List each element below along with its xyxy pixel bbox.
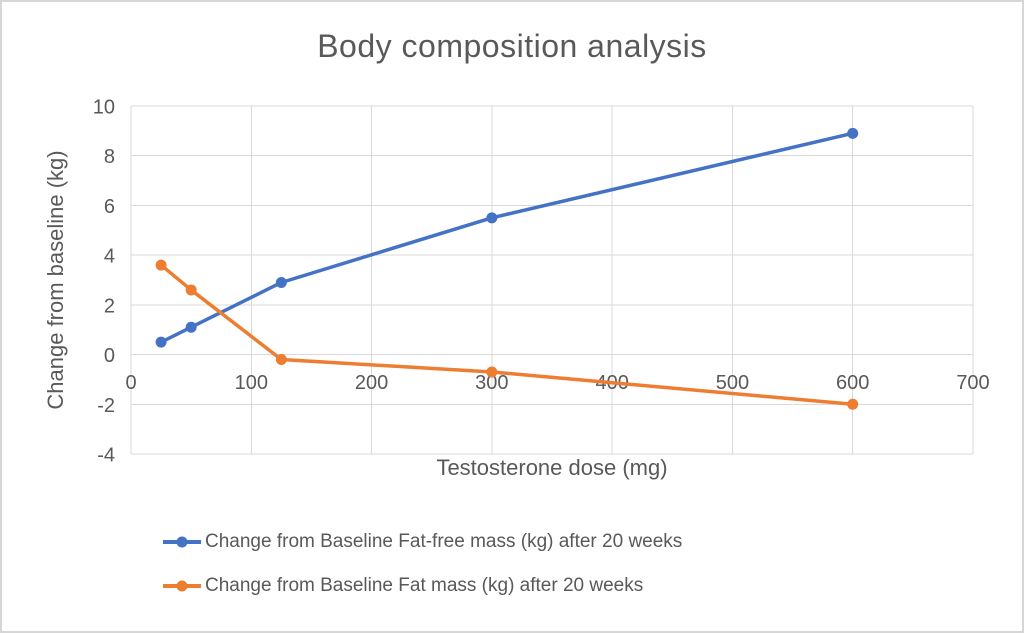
x-axis-title: Testosterone dose (mg) [436,455,668,480]
legend-item: Change from Baseline Fat-free mass (kg) … [162,530,682,554]
legend-line-marker-icon [163,580,201,592]
legend-line-marker-icon [163,536,201,548]
x-tick-label: 100 [235,372,268,394]
y-tick-label: 2 [104,295,115,317]
data-point-marker [155,259,167,271]
y-tick-label: 6 [104,196,115,218]
data-point-marker [486,212,498,224]
data-point-marker [486,366,498,378]
y-tick-label: 8 [104,146,115,168]
x-tick-label: 200 [355,372,388,394]
x-tick-label: 700 [956,372,989,394]
y-axis-title: Change from baseline (kg) [43,150,68,410]
legend-label: Change from Baseline Fat-free mass (kg) … [205,531,683,552]
data-point-marker [847,398,859,410]
data-point-marker [155,336,167,348]
x-tick-label: 0 [125,372,136,394]
y-tick-label: -2 [97,395,115,417]
y-tick-label: 0 [104,345,115,367]
legend: Change from Baseline Fat-free mass (kg) … [162,530,682,618]
y-tick-label: -4 [97,445,115,467]
data-point-marker [185,284,197,296]
data-point-marker [275,276,287,288]
data-point-marker [275,354,287,366]
y-tick-label: 4 [104,246,115,268]
series-line [159,131,855,344]
data-point-marker [185,321,197,333]
x-tick-label: 500 [716,372,749,394]
x-tick-label: 300 [475,372,508,394]
data-point-marker [847,127,859,139]
chart-title: Body composition analysis [317,28,707,64]
y-tick-label: 10 [93,97,115,119]
x-tick-label: 600 [836,372,869,394]
legend-label: Change from Baseline Fat mass (kg) after… [205,575,644,596]
legend-item: Change from Baseline Fat mass (kg) after… [162,574,682,598]
